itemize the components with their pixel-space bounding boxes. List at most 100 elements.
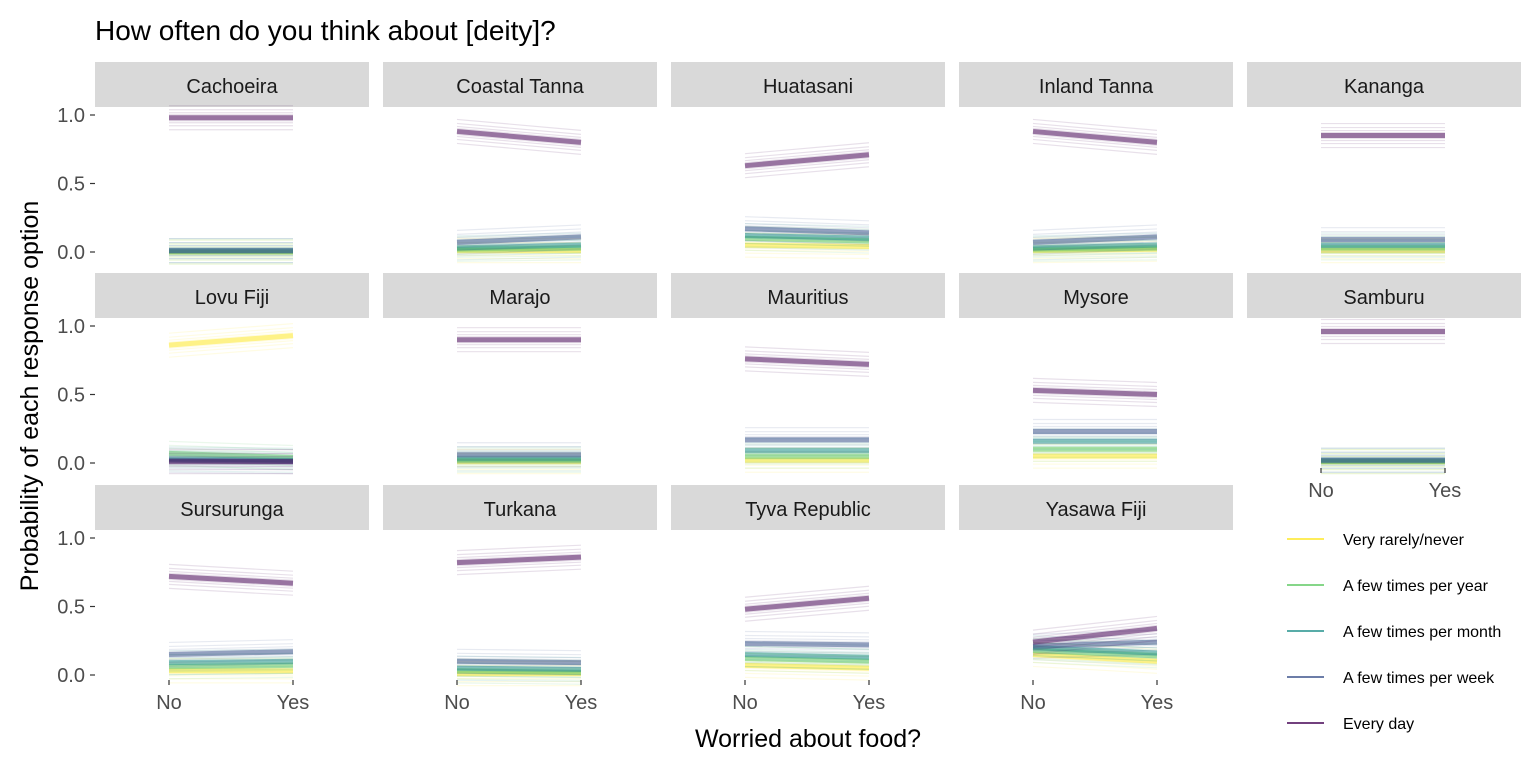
facet-panels: Cachoeira 0.0 0.5 1.0 Coastal Tanna Huatasani…	[57, 62, 1521, 714]
facet-panel: Samburu No Yes	[1247, 273, 1521, 502]
facet-strip-label: Sursurunga	[180, 499, 284, 521]
series-line	[168, 450, 294, 461]
facet-strip	[95, 273, 369, 318]
facet-strip	[671, 62, 945, 107]
series-line	[168, 662, 294, 670]
series-uncertainty-band	[168, 322, 294, 358]
y-tick-label: 1.0	[57, 528, 85, 550]
series-line	[1032, 647, 1158, 659]
legend-label: A few times per week	[1343, 670, 1495, 687]
facet-strip-label: Tyva Republic	[745, 499, 871, 521]
facet-strip	[95, 62, 369, 107]
series-uncertainty-band	[744, 216, 870, 246]
x-tick-label: No	[444, 692, 470, 714]
series-line	[744, 152, 870, 169]
facet-panel: Mauritius	[671, 273, 945, 473]
x-tick-label: Yes	[1141, 692, 1174, 714]
series-line	[456, 242, 582, 251]
facet-strip-label: Mauritius	[767, 287, 848, 309]
series-uncertainty-band	[1321, 447, 1445, 473]
series-line	[744, 662, 870, 671]
series-line	[1032, 234, 1158, 245]
facet-strip	[383, 62, 657, 107]
series-line	[456, 234, 582, 245]
y-tick-label: 0.0	[57, 453, 85, 475]
legend-label: A few times per year	[1343, 578, 1489, 595]
series-uncertainty-band	[169, 105, 293, 131]
facet-strip	[671, 273, 945, 318]
facet-panel: Mysore	[959, 273, 1233, 469]
series-line	[744, 226, 870, 236]
series-uncertainty-band	[744, 346, 870, 377]
facet-panel: Yasawa Fiji No Yes	[959, 485, 1233, 714]
series-line	[1032, 639, 1158, 649]
facet-strip	[1247, 273, 1521, 318]
series-line	[1032, 128, 1158, 145]
facet-strip	[383, 485, 657, 530]
facet-panel: Sursurunga 0.0 0.5 1.0 No Yes	[57, 485, 369, 714]
series-uncertainty-band	[744, 585, 870, 622]
series-line	[456, 658, 582, 666]
legend-label: Very rarely/never	[1343, 532, 1465, 549]
facet-strip-label: Yasawa Fiji	[1046, 499, 1147, 521]
series-uncertainty-band	[456, 544, 582, 576]
series-line	[1032, 645, 1158, 656]
legend-item: A few times per week	[1287, 670, 1495, 687]
x-tick-label: Yes	[277, 692, 310, 714]
series-line	[1032, 625, 1158, 645]
facet-strip-label: Cachoeira	[186, 76, 278, 98]
series-uncertainty-band	[1032, 118, 1158, 155]
series-line	[744, 233, 870, 241]
facet-panel: Marajo	[383, 273, 657, 475]
x-axis-title: Worried about food?	[695, 725, 921, 753]
series-uncertainty-band	[169, 239, 293, 265]
y-tick-label: 0.0	[57, 665, 85, 687]
series-uncertainty-band	[169, 449, 293, 475]
facet-panel: Inland Tanna	[959, 62, 1233, 264]
x-tick-label: No	[732, 692, 758, 714]
series-line	[168, 573, 294, 586]
y-tick-label: 1.0	[57, 316, 85, 338]
facet-strip-label: Turkana	[484, 499, 558, 521]
y-tick-label: 1.0	[57, 105, 85, 127]
series-uncertainty-band	[1321, 318, 1445, 345]
legend-item: A few times per month	[1287, 624, 1501, 641]
legend-item: A few times per year	[1287, 578, 1489, 595]
facet-panel: Tyva Republic No Yes	[671, 485, 945, 714]
x-tick-label: No	[156, 692, 182, 714]
series-uncertainty-band	[457, 327, 581, 353]
series-uncertainty-band	[456, 118, 582, 155]
x-tick-label: No	[1020, 692, 1046, 714]
series-line	[1032, 242, 1158, 251]
series-line	[168, 649, 294, 657]
series-uncertainty-band	[457, 442, 581, 468]
series-uncertainty-band	[1032, 377, 1158, 408]
legend: Very rarely/never A few times per year A f…	[1287, 532, 1501, 733]
facet-strip	[95, 485, 369, 530]
facet-panel: Lovu Fiji 0.0 0.5 1.0	[57, 273, 369, 475]
series-line	[744, 242, 870, 250]
facet-panel: Cachoeira 0.0 0.5 1.0	[57, 62, 369, 265]
legend-label: A few times per month	[1343, 624, 1501, 641]
y-tick-label: 0.5	[57, 174, 85, 196]
series-uncertainty-band	[168, 639, 294, 668]
facet-strip	[959, 485, 1233, 530]
y-tick-label: 0.0	[57, 242, 85, 264]
series-uncertainty-band	[1321, 227, 1445, 253]
series-uncertainty-band	[1033, 418, 1157, 445]
series-uncertainty-band	[1032, 224, 1158, 256]
facet-strip	[671, 485, 945, 530]
x-tick-label: Yes	[853, 692, 886, 714]
facet-strip-label: Samburu	[1343, 287, 1424, 309]
facet-panel: Turkana No Yes	[383, 485, 657, 714]
series-uncertainty-band	[744, 142, 870, 179]
series-uncertainty-band	[169, 238, 293, 264]
chart-title: How often do you think about [deity]?	[95, 15, 556, 46]
series-line	[744, 356, 870, 367]
facet-strip	[1247, 62, 1521, 107]
series-uncertainty-band	[1032, 615, 1158, 655]
series-uncertainty-band	[745, 427, 869, 453]
legend-item: Every day	[1287, 716, 1414, 733]
series-uncertainty-band	[168, 447, 294, 475]
